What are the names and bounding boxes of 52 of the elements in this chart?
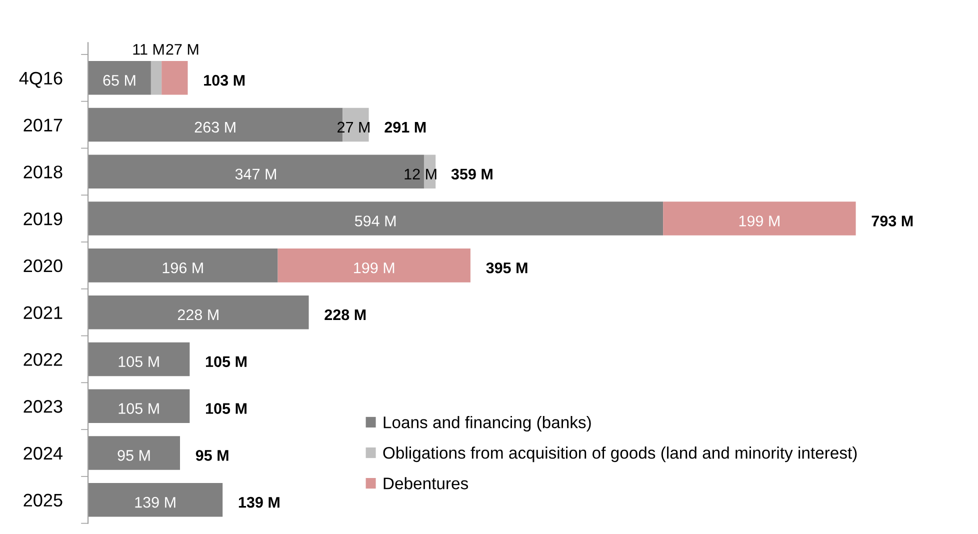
data-label: 196 M [162,262,203,274]
y-tick-label: 2024 [24,446,62,460]
data-label: 199 M [354,262,394,274]
y-tick-label: 2019 [24,212,62,226]
y-tick-label: 2021 [24,306,62,320]
bar [278,248,470,282]
bar [88,389,190,423]
bar [150,61,162,95]
data-label: 228 M [178,309,218,320]
data-label: 105 M [118,403,159,414]
data-label: 27 M [166,44,198,55]
total-label: 105 M [206,356,246,368]
total-label: 291 M [384,122,426,133]
bar [663,202,856,236]
bar [88,154,424,189]
data-label: 263 M [194,122,236,133]
data-label: 95 M [118,450,150,461]
y-tick-label: 4Q16 [19,72,62,88]
total-label: 105 M [206,403,246,414]
bar [88,436,180,470]
bar [162,61,188,95]
total-label: 359 M [451,168,492,180]
bar [88,342,190,376]
y-tick-label: 2025 [24,494,62,507]
legend-label: Debentures [384,477,468,490]
data-label: 347 M [235,168,276,180]
total-label: 228 M [324,309,366,320]
total-label: 95 M [196,450,228,461]
data-label: 594 M [354,216,396,226]
data-label: 65 M [103,74,136,86]
legend-label: Obligations from acquisition of goods (land and minority interest) [383,446,857,462]
data-label: 199 M [739,216,780,226]
y-tick-label: 2020 [24,259,62,272]
legend-label: Loans and financing (banks) [384,416,591,432]
total-label: 395 M [486,262,528,274]
data-label: 105 M [118,356,159,368]
bar [88,202,664,236]
data-label: 139 M [135,496,176,508]
y-tick-label: 2017 [24,118,62,132]
total-label: 103 M [204,74,245,86]
data-label: 27 M [338,122,370,132]
data-label: 12 M [404,168,436,180]
y-tick-label: 2023 [24,400,62,413]
bar [88,61,151,95]
data-label: 11 M [133,44,164,55]
total-label: 139 M [238,496,280,508]
bar [88,248,278,282]
bar [88,482,223,517]
bar [88,295,309,330]
y-tick-label: 2018 [24,166,62,178]
total-label: 793 M [872,216,913,226]
y-tick-label: 2022 [24,353,62,366]
